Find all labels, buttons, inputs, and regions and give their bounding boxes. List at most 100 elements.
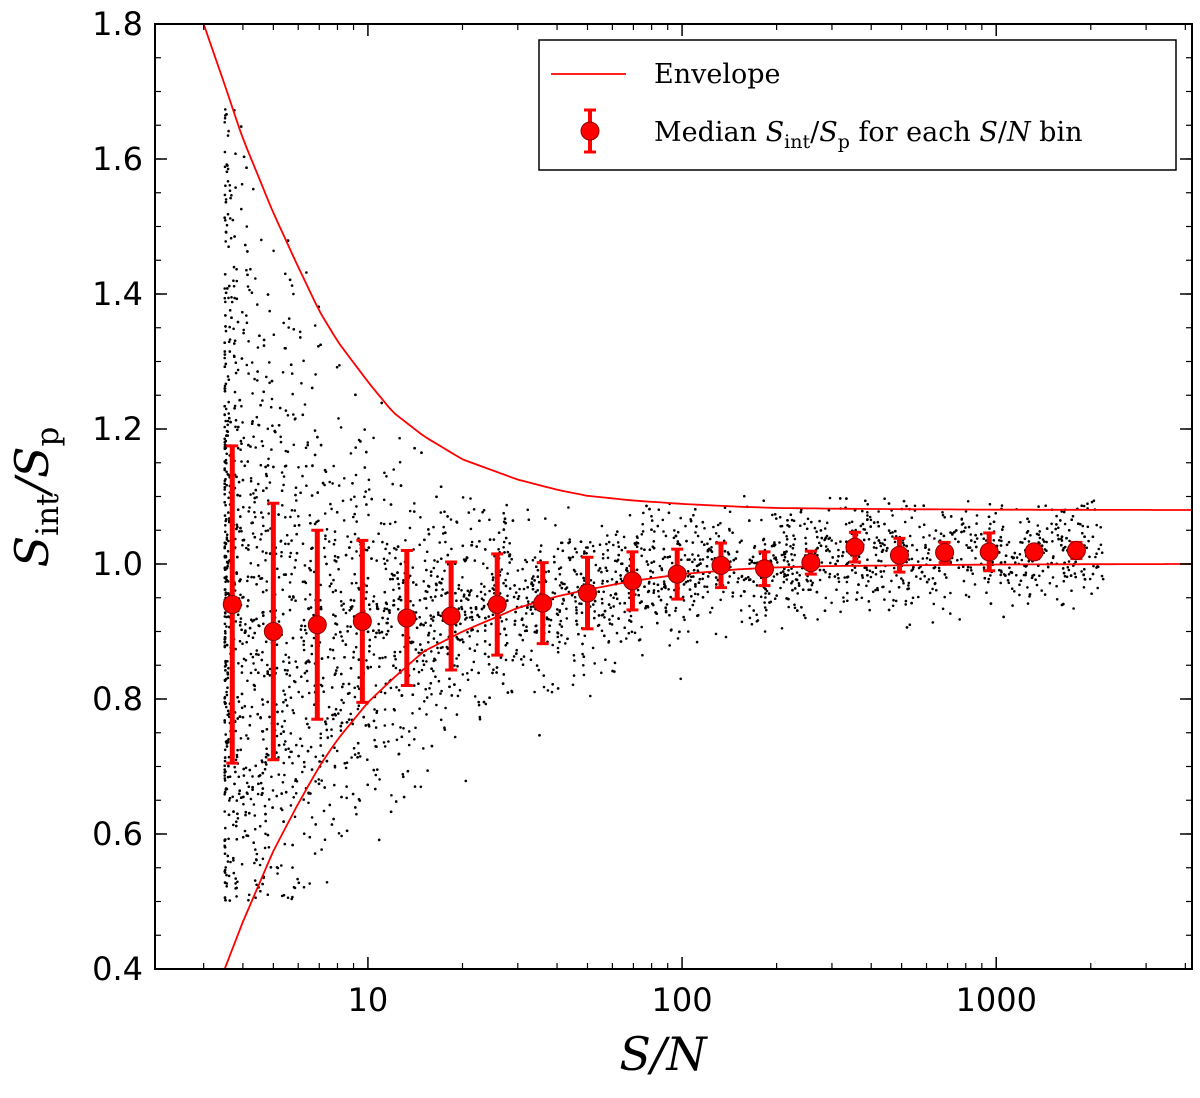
scatter-dot — [255, 652, 258, 656]
scatter-dot — [367, 488, 371, 491]
scatter-dot — [1061, 548, 1065, 552]
scatter-dot — [927, 548, 931, 551]
scatter-dot — [819, 529, 823, 532]
scatter-dot — [230, 316, 233, 320]
scatter-dot — [461, 673, 465, 676]
scatter-dot — [335, 365, 339, 369]
scatter-dot — [225, 578, 229, 582]
scatter-dot — [260, 532, 263, 536]
scatter-dot — [294, 493, 297, 497]
scatter-dot — [261, 650, 264, 654]
scatter-dot — [382, 741, 386, 744]
scatter-dot — [1060, 510, 1063, 513]
scatter-dot — [242, 331, 245, 335]
scatter-dot — [290, 372, 294, 375]
scatter-dot — [506, 599, 509, 602]
scatter-dot — [550, 690, 554, 694]
scatter-dot — [542, 685, 546, 689]
scatter-dot — [259, 403, 262, 407]
scatter-dot — [1000, 539, 1003, 543]
scatter-dot — [1079, 522, 1082, 526]
scatter-dot — [326, 736, 330, 739]
scatter-dot — [951, 532, 954, 535]
scatter-dot — [751, 555, 755, 559]
scatter-dot — [820, 536, 824, 540]
scatter-dot — [640, 600, 643, 603]
scatter-dot — [474, 607, 478, 611]
scatter-dot — [277, 743, 281, 747]
scatter-dot — [844, 522, 848, 526]
scatter-dot — [971, 572, 974, 575]
scatter-dot — [907, 558, 911, 561]
scatter-dot — [268, 674, 272, 677]
scatter-dot — [427, 633, 430, 637]
scatter-dot — [303, 628, 307, 632]
scatter-dot — [235, 886, 238, 890]
scatter-dot — [246, 679, 249, 683]
scatter-dot — [226, 561, 230, 564]
scatter-dot — [892, 598, 895, 602]
scatter-dot — [281, 588, 285, 592]
scatter-dot — [967, 546, 970, 549]
scatter-dot — [302, 639, 306, 643]
scatter-dot — [664, 586, 667, 590]
scatter-dot — [823, 538, 826, 542]
scatter-dot — [234, 152, 237, 155]
scatter-dot — [1024, 565, 1027, 568]
scatter-dot — [267, 798, 271, 801]
scatter-dot — [224, 291, 228, 295]
scatter-dot — [706, 590, 710, 594]
scatter-dot — [330, 686, 334, 689]
scatter-dot — [689, 579, 692, 582]
scatter-dot — [340, 698, 344, 702]
scatter-dot — [259, 716, 262, 719]
scatter-dot — [1070, 518, 1073, 521]
scatter-dot — [254, 446, 257, 449]
scatter-dot — [709, 549, 713, 552]
scatter-dot — [314, 780, 317, 783]
scatter-dot — [906, 587, 909, 591]
scatter-dot — [471, 618, 474, 622]
scatter-dot — [579, 540, 583, 543]
scatter-dot — [538, 734, 541, 737]
scatter-dot — [225, 575, 228, 579]
scatter-dot — [556, 646, 560, 650]
scatter-dot — [239, 748, 242, 752]
scatter-dot — [879, 544, 883, 548]
scatter-dot — [503, 551, 506, 554]
scatter-dot — [793, 603, 796, 606]
scatter-dot — [374, 745, 378, 748]
scatter-dot — [841, 554, 844, 558]
scatter-dot — [627, 591, 631, 595]
x-tick-label: 100 — [652, 981, 713, 1019]
scatter-dot — [299, 737, 302, 740]
scatter-dot — [796, 592, 799, 595]
scatter-dot — [235, 820, 238, 823]
scatter-dot — [307, 726, 311, 729]
scatter-dot — [372, 629, 375, 632]
scatter-dot — [394, 556, 397, 560]
scatter-dot — [723, 549, 727, 553]
scatter-dot — [235, 895, 238, 898]
scatter-dot — [357, 751, 360, 755]
scatter-dot — [591, 646, 595, 650]
scatter-dot — [1043, 548, 1047, 551]
scatter-dot — [476, 629, 480, 633]
scatter-dot — [330, 728, 333, 731]
envelope-lower-curve — [223, 563, 1192, 969]
scatter-dot — [245, 834, 248, 837]
scatter-dot — [241, 543, 244, 547]
scatter-dot — [247, 544, 250, 547]
scatter-dot — [841, 551, 845, 554]
scatter-dot — [232, 859, 235, 862]
scatter-dot — [236, 817, 240, 820]
scatter-dot — [871, 590, 875, 594]
median-point — [397, 549, 417, 687]
scatter-dot — [612, 543, 615, 547]
scatter-dot — [606, 549, 610, 552]
scatter-dot — [348, 546, 351, 549]
scatter-dot — [864, 499, 867, 503]
median-marker — [801, 553, 821, 573]
scatter-dot — [227, 412, 230, 415]
scatter-dot — [356, 707, 360, 711]
